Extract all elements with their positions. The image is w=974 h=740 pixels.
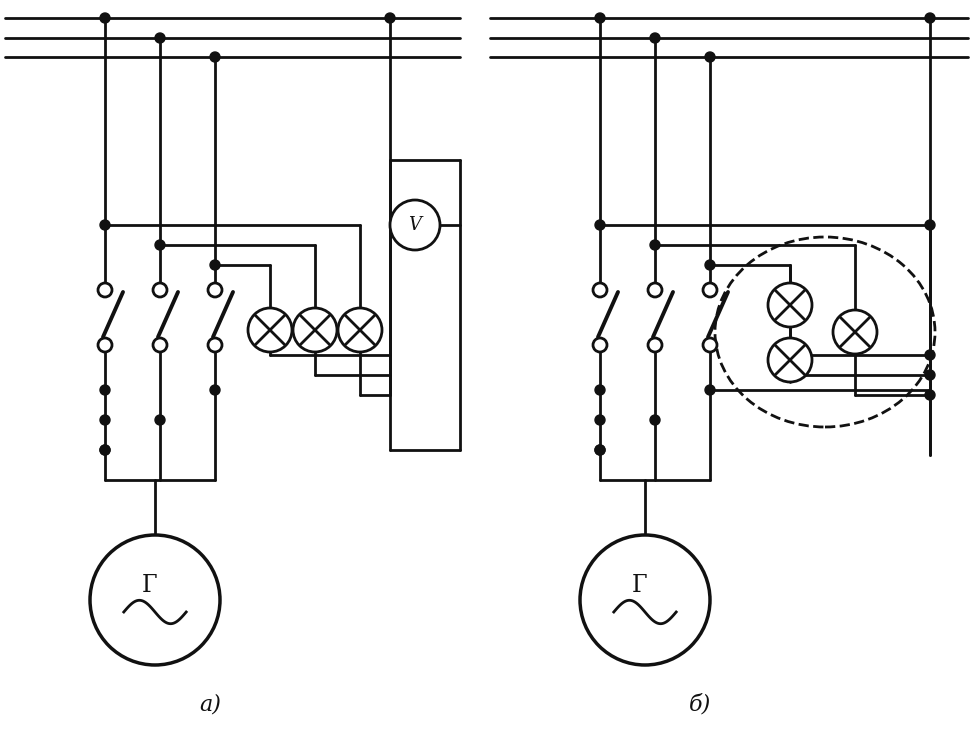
- Circle shape: [100, 415, 110, 425]
- Circle shape: [703, 283, 717, 297]
- Circle shape: [155, 33, 165, 43]
- Circle shape: [98, 283, 112, 297]
- Circle shape: [595, 220, 605, 230]
- Circle shape: [593, 283, 607, 297]
- Circle shape: [153, 283, 167, 297]
- Circle shape: [705, 385, 715, 395]
- Circle shape: [595, 445, 605, 455]
- Circle shape: [390, 200, 440, 250]
- Circle shape: [385, 13, 395, 23]
- Circle shape: [210, 52, 220, 62]
- Circle shape: [650, 33, 660, 43]
- Text: V: V: [408, 216, 422, 234]
- Circle shape: [100, 220, 110, 230]
- Circle shape: [593, 338, 607, 352]
- Circle shape: [100, 13, 110, 23]
- Circle shape: [705, 52, 715, 62]
- Circle shape: [153, 338, 167, 352]
- Circle shape: [648, 338, 662, 352]
- Text: б): б): [689, 694, 711, 716]
- Circle shape: [595, 13, 605, 23]
- Circle shape: [90, 535, 220, 665]
- Circle shape: [210, 385, 220, 395]
- Circle shape: [703, 338, 717, 352]
- Circle shape: [155, 415, 165, 425]
- Circle shape: [705, 260, 715, 270]
- Circle shape: [100, 385, 110, 395]
- Circle shape: [210, 260, 220, 270]
- Circle shape: [100, 445, 110, 455]
- Circle shape: [155, 240, 165, 250]
- Circle shape: [768, 283, 812, 327]
- Circle shape: [833, 310, 877, 354]
- Circle shape: [248, 308, 292, 352]
- Circle shape: [595, 445, 605, 455]
- Circle shape: [293, 308, 337, 352]
- Circle shape: [580, 535, 710, 665]
- Circle shape: [768, 338, 812, 382]
- Circle shape: [925, 370, 935, 380]
- Circle shape: [648, 283, 662, 297]
- Circle shape: [208, 283, 222, 297]
- Text: a): a): [199, 694, 221, 716]
- Circle shape: [925, 220, 935, 230]
- Circle shape: [100, 445, 110, 455]
- Text: Г: Г: [142, 574, 158, 597]
- Circle shape: [650, 240, 660, 250]
- Circle shape: [650, 415, 660, 425]
- Circle shape: [595, 385, 605, 395]
- Circle shape: [925, 13, 935, 23]
- Text: Г: Г: [632, 574, 648, 597]
- Circle shape: [595, 415, 605, 425]
- Circle shape: [338, 308, 382, 352]
- Circle shape: [98, 338, 112, 352]
- Circle shape: [925, 350, 935, 360]
- Circle shape: [925, 390, 935, 400]
- Circle shape: [208, 338, 222, 352]
